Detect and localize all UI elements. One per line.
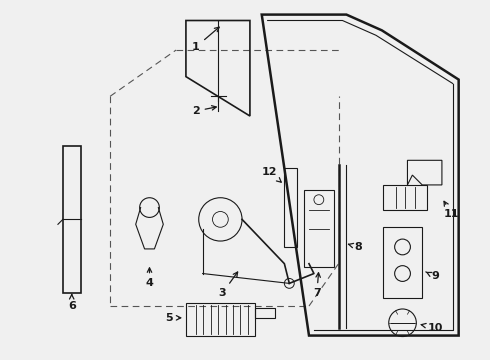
Text: 1: 1 (192, 27, 219, 52)
Text: 2: 2 (192, 106, 216, 116)
Text: 12: 12 (262, 167, 281, 182)
Text: 5: 5 (166, 313, 181, 323)
Text: 11: 11 (444, 201, 460, 220)
Text: 9: 9 (426, 271, 439, 282)
Text: 7: 7 (313, 273, 321, 298)
Text: 10: 10 (421, 323, 442, 333)
Text: 6: 6 (68, 294, 75, 311)
Text: 8: 8 (348, 242, 362, 252)
Text: 4: 4 (146, 268, 153, 288)
Text: 3: 3 (219, 272, 238, 298)
